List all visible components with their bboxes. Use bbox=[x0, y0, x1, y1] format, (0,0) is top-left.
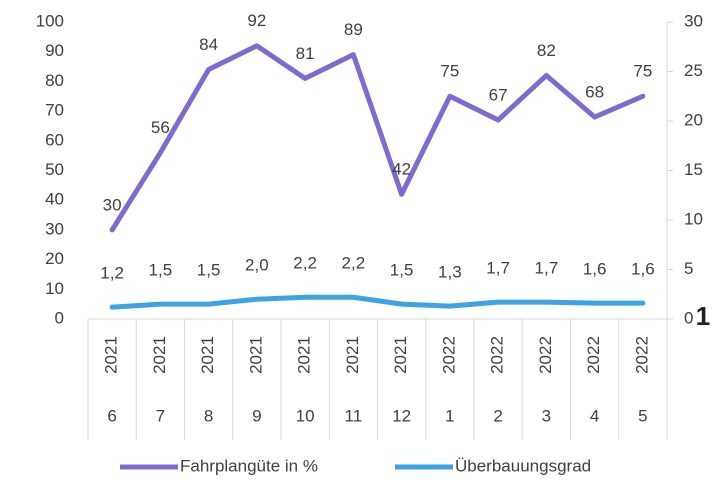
data-label: 1,5 bbox=[149, 261, 173, 280]
x-tick-label: 9 bbox=[252, 406, 261, 425]
y-tick-label: 90 bbox=[45, 41, 64, 60]
year-label: 2021 bbox=[150, 336, 169, 374]
y-tick-label: 80 bbox=[45, 71, 64, 90]
y-tick-label: 100 bbox=[36, 11, 64, 30]
y2-tick-label: 10 bbox=[684, 209, 703, 228]
data-label: 81 bbox=[296, 44, 315, 63]
year-label: 2022 bbox=[632, 336, 651, 374]
y-tick-label: 50 bbox=[45, 160, 64, 179]
y2-tick-label: 0 bbox=[684, 308, 693, 327]
data-label: 2,2 bbox=[293, 254, 317, 273]
y-tick-label: 40 bbox=[45, 190, 64, 209]
year-label: 2022 bbox=[488, 336, 507, 374]
data-label: 75 bbox=[633, 62, 652, 81]
year-label: 2022 bbox=[536, 336, 555, 374]
year-label: 2021 bbox=[246, 336, 265, 374]
data-label: 1,7 bbox=[535, 259, 559, 278]
x-tick-label: 2 bbox=[493, 406, 502, 425]
x-tick-label: 8 bbox=[204, 406, 213, 425]
y2-tick-label: 20 bbox=[684, 110, 703, 129]
data-label: 82 bbox=[537, 41, 556, 60]
y-tick-label: 30 bbox=[45, 219, 64, 238]
year-label: 2021 bbox=[343, 336, 362, 374]
data-label: 1,5 bbox=[390, 261, 414, 280]
y-tick-label: 20 bbox=[45, 249, 64, 268]
x-tick-label: 10 bbox=[296, 406, 315, 425]
data-label: 84 bbox=[199, 35, 218, 54]
year-label: 2022 bbox=[584, 336, 603, 374]
data-label: 1,6 bbox=[583, 260, 607, 279]
data-label: 1,5 bbox=[197, 261, 221, 280]
series-line bbox=[109, 294, 646, 310]
data-label: 75 bbox=[440, 62, 459, 81]
data-label: 89 bbox=[344, 20, 363, 39]
y-tick-label: 60 bbox=[45, 130, 64, 149]
legend-label: Fahrplangüte in % bbox=[180, 456, 318, 475]
data-label: 2,0 bbox=[245, 256, 269, 275]
x-tick-label: 11 bbox=[345, 406, 363, 425]
y-tick-label: 10 bbox=[45, 279, 64, 298]
year-label: 2021 bbox=[102, 336, 121, 374]
legend-label: Überbauungsgrad bbox=[455, 456, 591, 475]
x-tick-label: 7 bbox=[156, 406, 165, 425]
x-tick-label: 5 bbox=[638, 406, 647, 425]
data-label: 2,2 bbox=[342, 254, 366, 273]
x-tick-label: 1 bbox=[445, 406, 454, 425]
data-label: 42 bbox=[392, 160, 411, 179]
data-label: 56 bbox=[151, 118, 170, 137]
x-tick-label: 3 bbox=[542, 406, 551, 425]
x-tick-label: 4 bbox=[590, 406, 599, 425]
y2-tick-label: 15 bbox=[684, 160, 703, 179]
year-label: 2021 bbox=[295, 336, 314, 374]
data-label: 30 bbox=[103, 195, 122, 214]
data-label: 1,2 bbox=[100, 264, 124, 283]
data-label: 67 bbox=[489, 85, 508, 104]
data-label: 92 bbox=[247, 11, 266, 30]
x-tick-label: 12 bbox=[392, 406, 411, 425]
x-tick-label: 6 bbox=[107, 406, 116, 425]
y-tick-label: 70 bbox=[45, 101, 64, 120]
data-label: 1,6 bbox=[631, 260, 655, 279]
data-label: 68 bbox=[585, 83, 604, 102]
y2-tick-label: 5 bbox=[684, 259, 693, 278]
year-label: 2022 bbox=[439, 336, 458, 374]
y-tick-label: 0 bbox=[55, 308, 64, 327]
annotation: 1 bbox=[696, 301, 710, 331]
y2-tick-label: 30 bbox=[684, 11, 703, 30]
year-label: 2021 bbox=[391, 336, 410, 374]
year-label: 2021 bbox=[198, 336, 217, 374]
series-line bbox=[109, 43, 646, 233]
y2-tick-label: 25 bbox=[684, 61, 703, 80]
data-label: 1,3 bbox=[438, 263, 462, 282]
data-label: 1,7 bbox=[486, 259, 510, 278]
